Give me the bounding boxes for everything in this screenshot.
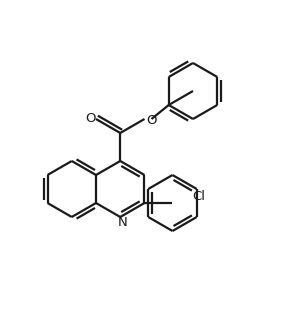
Text: O: O bbox=[146, 114, 157, 126]
Text: N: N bbox=[117, 216, 127, 229]
Text: O: O bbox=[85, 113, 95, 125]
Text: Cl: Cl bbox=[192, 191, 205, 204]
